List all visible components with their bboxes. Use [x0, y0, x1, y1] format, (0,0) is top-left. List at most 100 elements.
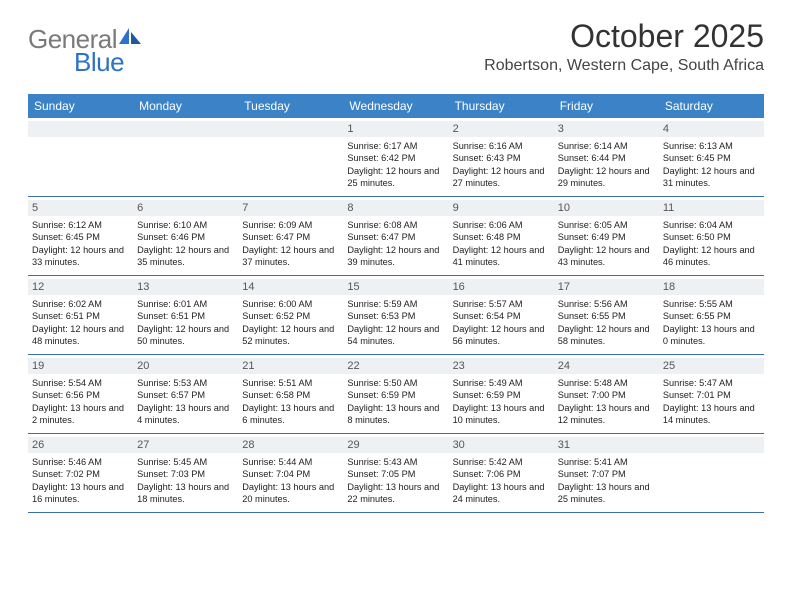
day-cell	[133, 118, 238, 196]
sunrise-text: Sunrise: 5:47 AM	[663, 377, 760, 389]
sunset-text: Sunset: 6:59 PM	[347, 389, 444, 401]
sunset-text: Sunset: 7:04 PM	[242, 468, 339, 480]
sunset-text: Sunset: 6:55 PM	[558, 310, 655, 322]
day-details: Sunrise: 6:02 AMSunset: 6:51 PMDaylight:…	[32, 298, 129, 348]
sunrise-text: Sunrise: 5:50 AM	[347, 377, 444, 389]
daylight-text: Daylight: 12 hours and 56 minutes.	[453, 323, 550, 348]
daylight-text: Daylight: 13 hours and 20 minutes.	[242, 481, 339, 506]
day-number: 27	[133, 437, 238, 453]
sunrise-text: Sunrise: 6:09 AM	[242, 219, 339, 231]
day-cell	[238, 118, 343, 196]
day-number: 8	[343, 200, 448, 216]
sunrise-text: Sunrise: 6:14 AM	[558, 140, 655, 152]
day-details: Sunrise: 5:46 AMSunset: 7:02 PMDaylight:…	[32, 456, 129, 506]
day-number: 29	[343, 437, 448, 453]
daylight-text: Daylight: 12 hours and 41 minutes.	[453, 244, 550, 269]
day-details: Sunrise: 6:16 AMSunset: 6:43 PMDaylight:…	[453, 140, 550, 190]
sunrise-text: Sunrise: 6:00 AM	[242, 298, 339, 310]
day-number: 6	[133, 200, 238, 216]
daylight-text: Daylight: 12 hours and 52 minutes.	[242, 323, 339, 348]
day-cell: 26 Sunrise: 5:46 AMSunset: 7:02 PMDayligh…	[28, 434, 133, 512]
day-number: 19	[28, 358, 133, 374]
sunset-text: Sunset: 6:59 PM	[453, 389, 550, 401]
daylight-text: Daylight: 12 hours and 50 minutes.	[137, 323, 234, 348]
day-number: 20	[133, 358, 238, 374]
day-cell: 19Sunrise: 5:54 AMSunset: 6:56 PMDayligh…	[28, 355, 133, 433]
sunset-text: Sunset: 6:48 PM	[453, 231, 550, 243]
day-cell	[659, 434, 764, 512]
day-cell: 4Sunrise: 6:13 AMSunset: 6:45 PMDaylight…	[659, 118, 764, 196]
day-number: 2	[449, 121, 554, 137]
day-cell: 16Sunrise: 5:57 AMSunset: 6:54 PMDayligh…	[449, 276, 554, 354]
sunset-text: Sunset: 6:55 PM	[663, 310, 760, 322]
day-cell: 8Sunrise: 6:08 AMSunset: 6:47 PMDaylight…	[343, 197, 448, 275]
weeks-container: 1Sunrise: 6:17 AMSunset: 6:42 PMDaylight…	[28, 118, 764, 513]
daylight-text: Daylight: 13 hours and 25 minutes.	[558, 481, 655, 506]
daylight-text: Daylight: 13 hours and 4 minutes.	[137, 402, 234, 427]
day-cell: 10Sunrise: 6:05 AMSunset: 6:49 PMDayligh…	[554, 197, 659, 275]
weekday-header: Thursday	[449, 94, 554, 118]
day-number: 18	[659, 279, 764, 295]
day-number: 17	[554, 279, 659, 295]
sunset-text: Sunset: 6:51 PM	[32, 310, 129, 322]
day-details: Sunrise: 5:51 AMSunset: 6:58 PMDaylight:…	[242, 377, 339, 427]
day-cell: 21 Sunrise: 5:51 AMSunset: 6:58 PMDayligh…	[238, 355, 343, 433]
sunset-text: Sunset: 6:45 PM	[663, 152, 760, 164]
daylight-text: Daylight: 12 hours and 25 minutes.	[347, 165, 444, 190]
day-number	[659, 437, 764, 453]
day-cell: 3Sunrise: 6:14 AMSunset: 6:44 PMDaylight…	[554, 118, 659, 196]
daylight-text: Daylight: 12 hours and 31 minutes.	[663, 165, 760, 190]
daylight-text: Daylight: 13 hours and 2 minutes.	[32, 402, 129, 427]
daylight-text: Daylight: 12 hours and 43 minutes.	[558, 244, 655, 269]
day-cell: 23Sunrise: 5:49 AMSunset: 6:59 PMDayligh…	[449, 355, 554, 433]
day-number: 21	[238, 358, 343, 374]
sunset-text: Sunset: 6:52 PM	[242, 310, 339, 322]
day-number: 22	[343, 358, 448, 374]
daylight-text: Daylight: 12 hours and 48 minutes.	[32, 323, 129, 348]
daylight-text: Daylight: 13 hours and 24 minutes.	[453, 481, 550, 506]
day-details: Sunrise: 6:17 AMSunset: 6:42 PMDaylight:…	[347, 140, 444, 190]
day-cell: 7Sunrise: 6:09 AMSunset: 6:47 PMDaylight…	[238, 197, 343, 275]
day-number: 4	[659, 121, 764, 137]
calendar-page: General Blue October 2025 Robertson, Wes…	[0, 0, 792, 531]
daylight-text: Daylight: 12 hours and 35 minutes.	[137, 244, 234, 269]
day-details: Sunrise: 5:56 AMSunset: 6:55 PMDaylight:…	[558, 298, 655, 348]
daylight-text: Daylight: 12 hours and 27 minutes.	[453, 165, 550, 190]
sunset-text: Sunset: 6:46 PM	[137, 231, 234, 243]
week-row: 12Sunrise: 6:02 AMSunset: 6:51 PMDayligh…	[28, 276, 764, 355]
daylight-text: Daylight: 12 hours and 54 minutes.	[347, 323, 444, 348]
weekday-header: Saturday	[659, 94, 764, 118]
day-details: Sunrise: 5:45 AMSunset: 7:03 PMDaylight:…	[137, 456, 234, 506]
sunset-text: Sunset: 6:58 PM	[242, 389, 339, 401]
logo-wrap: General Blue	[28, 24, 141, 86]
sunrise-text: Sunrise: 5:46 AM	[32, 456, 129, 468]
daylight-text: Daylight: 12 hours and 46 minutes.	[663, 244, 760, 269]
day-details: Sunrise: 6:06 AMSunset: 6:48 PMDaylight:…	[453, 219, 550, 269]
sunset-text: Sunset: 6:45 PM	[32, 231, 129, 243]
weekday-header: Tuesday	[238, 94, 343, 118]
day-number: 28	[238, 437, 343, 453]
day-number: 23	[449, 358, 554, 374]
weekday-header: Wednesday	[343, 94, 448, 118]
day-details: Sunrise: 5:44 AMSunset: 7:04 PMDaylight:…	[242, 456, 339, 506]
day-cell: 1Sunrise: 6:17 AMSunset: 6:42 PMDaylight…	[343, 118, 448, 196]
day-cell: 15Sunrise: 5:59 AMSunset: 6:53 PMDayligh…	[343, 276, 448, 354]
day-details: Sunrise: 6:09 AMSunset: 6:47 PMDaylight:…	[242, 219, 339, 269]
day-details: Sunrise: 6:14 AMSunset: 6:44 PMDaylight:…	[558, 140, 655, 190]
daylight-text: Daylight: 13 hours and 0 minutes.	[663, 323, 760, 348]
day-number: 26	[28, 437, 133, 453]
brand-logo: General Blue	[28, 24, 141, 86]
day-cell: 27 Sunrise: 5:45 AMSunset: 7:03 PMDayligh…	[133, 434, 238, 512]
week-row: 26 Sunrise: 5:46 AMSunset: 7:02 PMDayligh…	[28, 434, 764, 513]
week-row: 5Sunrise: 6:12 AMSunset: 6:45 PMDaylight…	[28, 197, 764, 276]
daylight-text: Daylight: 12 hours and 29 minutes.	[558, 165, 655, 190]
day-cell: 13Sunrise: 6:01 AMSunset: 6:51 PMDayligh…	[133, 276, 238, 354]
sunrise-text: Sunrise: 5:57 AM	[453, 298, 550, 310]
sunrise-text: Sunrise: 6:05 AM	[558, 219, 655, 231]
sunset-text: Sunset: 6:42 PM	[347, 152, 444, 164]
daylight-text: Daylight: 12 hours and 39 minutes.	[347, 244, 444, 269]
sunrise-text: Sunrise: 6:08 AM	[347, 219, 444, 231]
day-cell: 5Sunrise: 6:12 AMSunset: 6:45 PMDaylight…	[28, 197, 133, 275]
day-details: Sunrise: 5:47 AMSunset: 7:01 PMDaylight:…	[663, 377, 760, 427]
sunset-text: Sunset: 6:47 PM	[242, 231, 339, 243]
